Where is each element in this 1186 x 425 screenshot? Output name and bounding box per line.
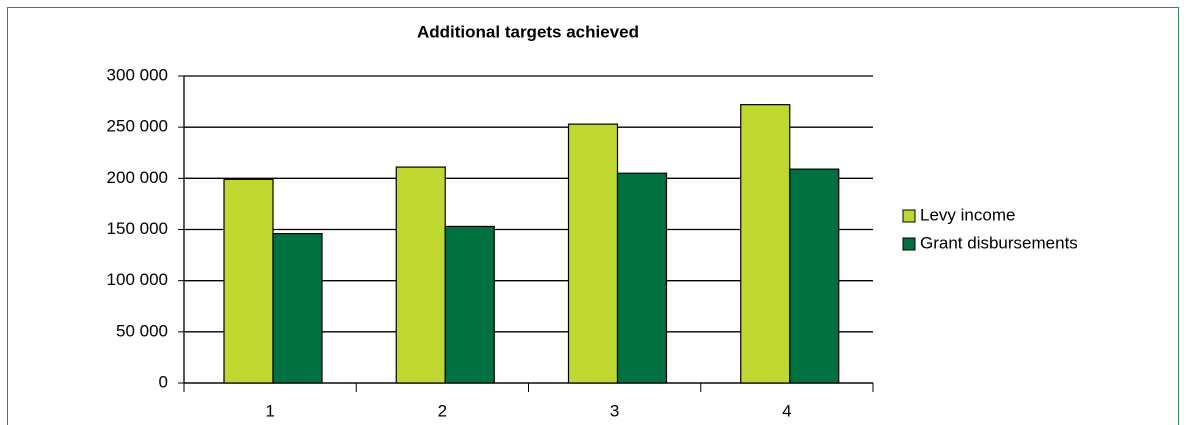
x-tick-label: 2 [438,401,447,420]
y-tick-label: 250 000 [107,117,168,136]
y-tick-label: 100 000 [107,270,168,289]
bar [444,225,495,384]
bar [740,104,791,384]
y-tick-label: 300 000 [107,65,168,84]
x-tick-label: 3 [610,401,619,420]
bar [567,123,619,384]
legend-label: Grant disbursements [920,233,1078,252]
y-tick-label: 200 000 [107,168,168,187]
bar [789,168,840,384]
y-tick-label: 150 000 [107,219,168,238]
legend-swatch [902,237,916,251]
bar [395,166,446,384]
legend-swatch [902,209,916,223]
y-tick-label: 0 [159,372,168,391]
bar [223,178,274,384]
chart-title: Additional targets achieved [417,22,639,41]
bar [616,172,668,384]
bar [272,232,323,384]
x-tick-label: 4 [782,401,791,420]
x-tick-label: 1 [265,401,274,420]
y-tick-label: 50 000 [116,321,168,340]
chart-frame [7,7,1179,425]
legend-label: Levy income [920,205,1015,224]
